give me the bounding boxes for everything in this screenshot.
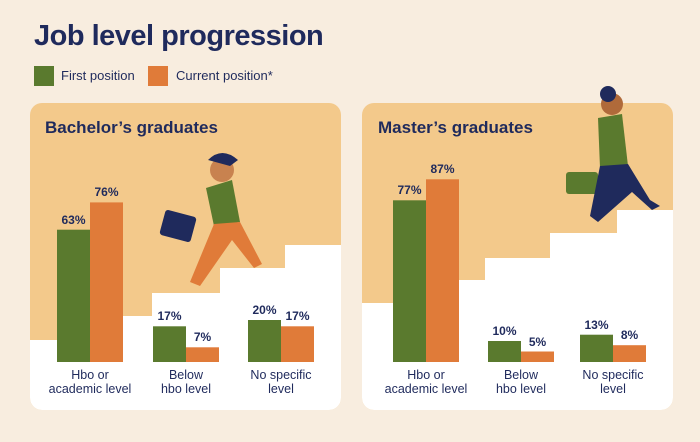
- value-label: 17%: [157, 309, 182, 324]
- value-label: 8%: [620, 328, 639, 343]
- legend-swatch: [148, 66, 168, 86]
- value-label: 7%: [193, 330, 212, 345]
- category-label: No specific level: [250, 368, 312, 396]
- legend-label: First position: [61, 68, 135, 83]
- value-label: 17%: [285, 309, 310, 324]
- legend-label: Current position*: [176, 68, 273, 83]
- bar: [281, 326, 314, 362]
- value-label: 63%: [61, 212, 86, 227]
- walker-illustration: [159, 153, 262, 286]
- category-label: Below hbo level: [495, 368, 547, 396]
- bar: [521, 351, 554, 362]
- bar: [426, 179, 459, 362]
- category-label: Hbo or academic level: [384, 368, 468, 396]
- category-label: Below hbo level: [160, 368, 212, 396]
- panel-title: Bachelor’s graduates: [45, 118, 218, 137]
- bar: [393, 200, 426, 362]
- value-label: 5%: [528, 334, 547, 349]
- value-label: 20%: [252, 303, 277, 317]
- value-label: 76%: [94, 185, 119, 200]
- legend-swatch: [34, 66, 54, 86]
- category-label: No specific level: [582, 368, 644, 396]
- climber-illustration: [566, 86, 660, 222]
- bar: [186, 347, 219, 362]
- category-label: Hbo or academic level: [48, 368, 132, 396]
- bar: [57, 229, 90, 362]
- page-title: Job level progression: [34, 20, 324, 52]
- value-label: 13%: [584, 317, 609, 332]
- bar: [153, 326, 186, 362]
- bar: [488, 341, 521, 362]
- value-label: 77%: [397, 183, 422, 198]
- bar: [90, 202, 123, 362]
- value-label: 87%: [430, 162, 455, 177]
- value-label: 10%: [492, 324, 517, 338]
- bar: [580, 334, 613, 362]
- bar: [248, 320, 281, 362]
- panel-title: Master’s graduates: [378, 118, 533, 137]
- bar: [613, 345, 646, 362]
